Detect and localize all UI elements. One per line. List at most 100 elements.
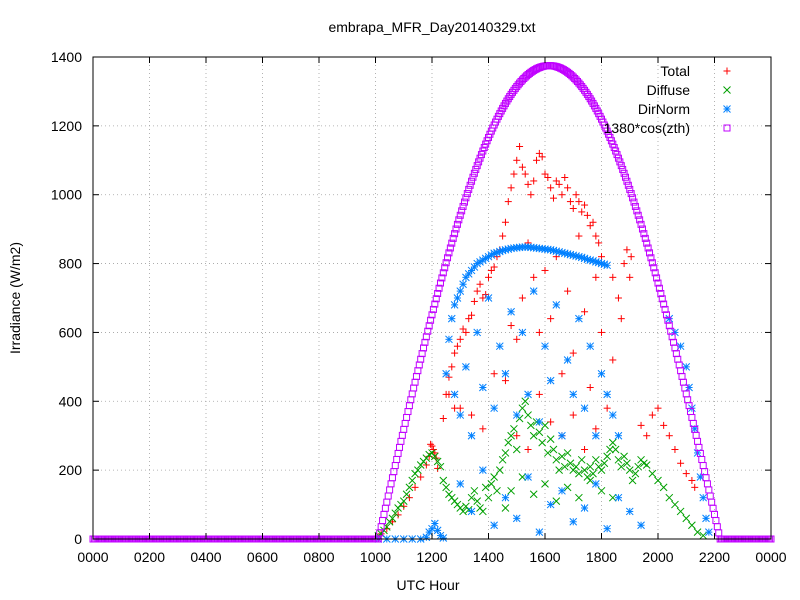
data-point (425, 322, 433, 330)
data-point (456, 211, 464, 219)
data-point (693, 528, 702, 536)
data-point (495, 466, 504, 474)
data-point (555, 180, 563, 188)
data-point (659, 483, 668, 492)
data-point (529, 490, 538, 499)
data-point (499, 232, 507, 240)
x-tick-label: 0800 (303, 549, 334, 565)
data-point (507, 322, 515, 330)
data-point (634, 462, 643, 471)
data-point (627, 253, 635, 261)
data-point (513, 156, 521, 164)
data-point (533, 156, 541, 164)
data-point (677, 459, 685, 467)
data-point (535, 428, 544, 437)
data-point (450, 390, 459, 399)
data-point (662, 311, 670, 319)
grid (93, 57, 771, 539)
data-point (581, 201, 589, 209)
data-point (541, 421, 549, 430)
y-tick-label: 1400 (51, 49, 82, 65)
data-point (648, 259, 656, 267)
data-point (591, 455, 600, 464)
data-point (613, 151, 621, 159)
data-point (575, 232, 583, 240)
data-point (495, 342, 504, 351)
data-point (617, 462, 626, 471)
data-point (614, 294, 622, 302)
data-point (566, 198, 574, 206)
data-point (433, 457, 442, 466)
data-point (411, 483, 419, 491)
data-point (569, 349, 577, 357)
data-point (504, 198, 512, 206)
data-point (637, 220, 645, 228)
data-point (603, 404, 611, 412)
data-point (434, 464, 442, 472)
data-point (400, 502, 408, 510)
data-point (603, 452, 612, 461)
data-point (636, 216, 644, 224)
data-point (535, 418, 544, 426)
data-point (660, 421, 668, 429)
data-point (442, 259, 450, 267)
data-point (546, 435, 555, 444)
data-point (513, 432, 521, 440)
data-point (507, 184, 515, 192)
data-point (535, 328, 543, 336)
legend-marker (723, 124, 731, 132)
data-point (575, 314, 583, 323)
data-point (442, 369, 450, 378)
legend-label: Diffuse (647, 82, 691, 98)
data-point (476, 280, 484, 288)
data-point (575, 469, 583, 478)
data-point (524, 445, 532, 453)
legend-marker (723, 105, 731, 113)
data-point (467, 493, 476, 502)
data-point (688, 521, 696, 530)
data-point (518, 328, 527, 337)
data-point (600, 459, 609, 468)
data-point (566, 459, 575, 468)
data-point (439, 415, 447, 422)
data-point (538, 153, 546, 161)
data-point (521, 170, 529, 178)
data-point (436, 462, 445, 471)
data-point (616, 158, 624, 166)
data-point (428, 311, 436, 319)
data-point (430, 452, 439, 461)
data-point (654, 476, 662, 485)
data-point (427, 316, 435, 324)
data-point (448, 239, 456, 247)
data-point (441, 264, 449, 272)
data-point (660, 300, 668, 308)
legend-marker (723, 86, 731, 94)
data-point (614, 154, 622, 162)
data-point (450, 301, 459, 309)
data-point (586, 476, 595, 485)
data-point (459, 280, 467, 289)
x-tick-label: 1800 (586, 549, 617, 565)
data-point (501, 449, 510, 457)
x-tick-label: 0200 (134, 549, 165, 565)
data-point (475, 158, 483, 166)
data-point (530, 177, 538, 185)
data-point (627, 190, 635, 198)
data-point (478, 383, 487, 392)
data-point (564, 287, 572, 295)
legend-label: DirNorm (638, 101, 690, 117)
data-point (552, 497, 561, 505)
data-point (529, 431, 538, 440)
data-point (682, 470, 690, 478)
legend-item: DirNorm (638, 101, 731, 117)
data-point (583, 211, 591, 219)
data-point (448, 363, 456, 371)
data-point (467, 431, 476, 440)
data-point (597, 369, 606, 378)
series-total (377, 143, 699, 538)
data-point (436, 279, 444, 287)
x-axis-label: UTC Hour (396, 577, 459, 593)
data-point (470, 486, 479, 495)
data-point (558, 452, 566, 461)
